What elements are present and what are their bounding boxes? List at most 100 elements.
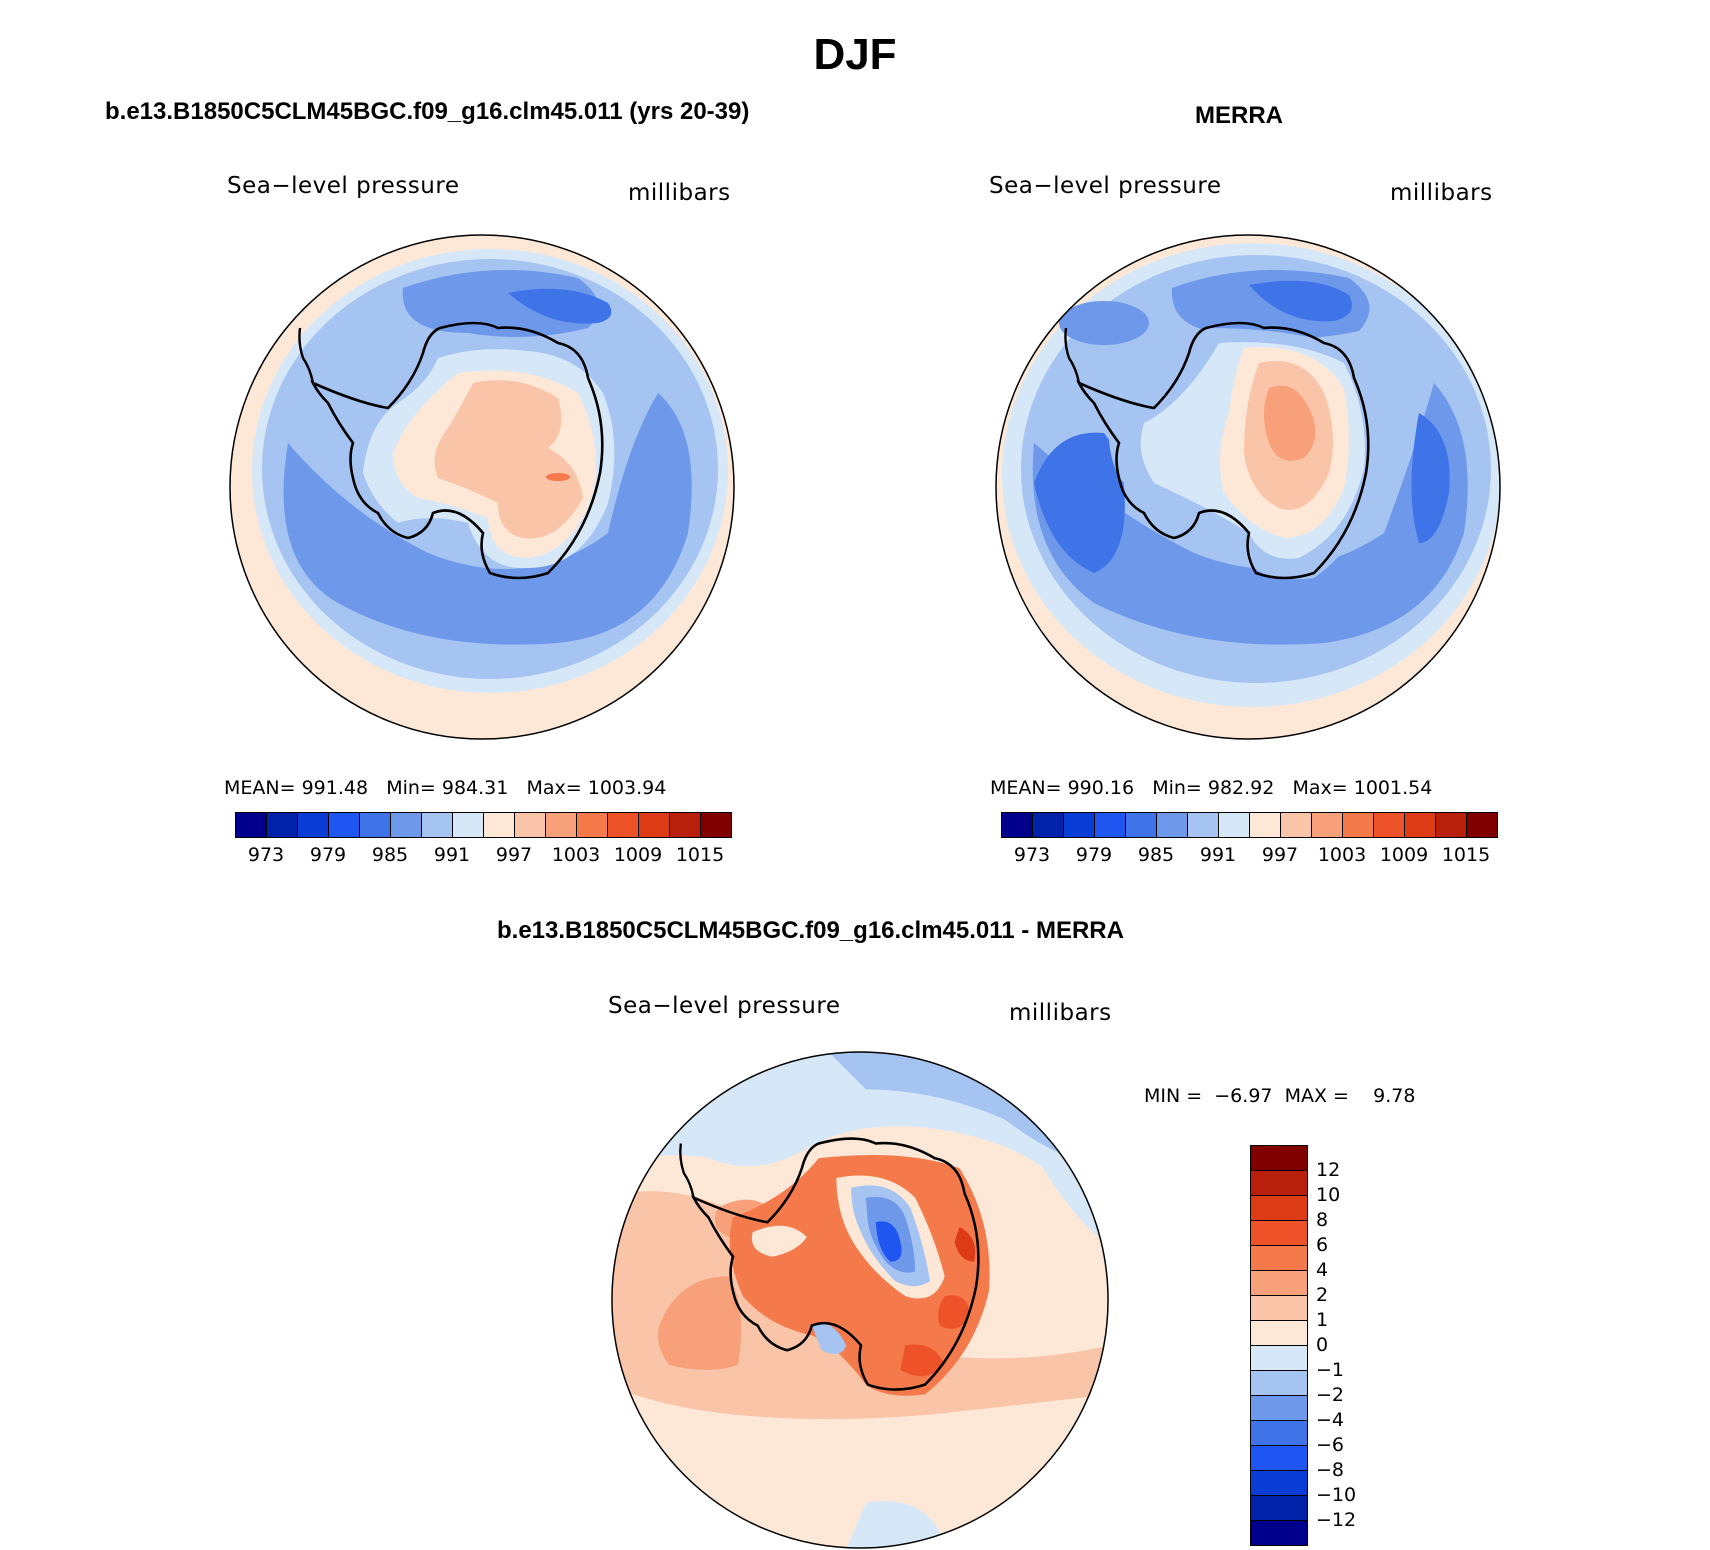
- colorbar-swatches: [1001, 812, 1498, 838]
- colorbar-swatch: [359, 813, 390, 837]
- colorbar-swatch: [1251, 1495, 1307, 1520]
- colorbar-swatch: [1251, 1345, 1307, 1370]
- panel-title-model: b.e13.B1850C5CLM45BGC.f09_g16.clm45.011 …: [105, 98, 750, 125]
- colorbar-tick-label: 1009: [613, 844, 663, 866]
- colorbar-tick-label: 4: [1316, 1259, 1329, 1281]
- colorbar-swatch: [1251, 1245, 1307, 1270]
- colorbar-swatch: [390, 813, 421, 837]
- colorbar-swatch: [1251, 1445, 1307, 1470]
- colorbar-tick-label: 0: [1316, 1334, 1329, 1356]
- stats-model: MEAN= 991.48 Min= 984.31 Max= 1003.94: [224, 777, 666, 799]
- mean-label: MEAN=: [990, 777, 1062, 799]
- colorbar-swatch: [514, 813, 545, 837]
- colorbar-tick-label: −10: [1316, 1484, 1357, 1506]
- mean-label: MEAN=: [224, 777, 296, 799]
- colorbar-swatch: [297, 813, 328, 837]
- min-label: MIN =: [1144, 1085, 1203, 1107]
- colorbar-swatch: [638, 813, 669, 837]
- stats-diff: MIN = −6.97 MAX = 9.78: [1144, 1085, 1415, 1107]
- max-value: 9.78: [1373, 1085, 1416, 1107]
- colorbar-swatch: [1251, 1320, 1307, 1345]
- colorbar-tick-label: 1: [1316, 1309, 1329, 1331]
- colorbar-swatch: [1342, 813, 1373, 837]
- colorbar-tick-label: 991: [1199, 844, 1237, 866]
- colorbar-tick-label: 997: [1261, 844, 1299, 866]
- colorbar-swatches: [235, 812, 732, 838]
- colorbar-tick-label: 1015: [675, 844, 725, 866]
- min-value: 984.31: [441, 777, 509, 799]
- mean-value: 990.16: [1067, 777, 1135, 799]
- colorbar-swatch: [1251, 1395, 1307, 1420]
- colorbar-swatch: [1251, 1170, 1307, 1195]
- colorbar-tick-label: 1003: [1317, 844, 1367, 866]
- mean-value: 991.48: [301, 777, 369, 799]
- colorbar-tick-label: 1015: [1441, 844, 1491, 866]
- colorbar-swatch: [1032, 813, 1063, 837]
- colorbar-tick-label: 979: [1075, 844, 1113, 866]
- colorbar-swatch: [1251, 1295, 1307, 1320]
- colorbar-swatch: [1063, 813, 1094, 837]
- colorbar-swatch: [266, 813, 297, 837]
- colorbar-tick-label: 979: [309, 844, 347, 866]
- stats-merra: MEAN= 990.16 Min= 982.92 Max= 1001.54: [990, 777, 1432, 799]
- min-label: Min=: [1152, 777, 1202, 799]
- max-value: 1003.94: [587, 777, 667, 799]
- min-label: Min=: [386, 777, 436, 799]
- max-label: MAX =: [1284, 1085, 1349, 1107]
- colorbar-swatch: [669, 813, 700, 837]
- units-label-diff: millibars: [1009, 1000, 1112, 1026]
- colorbar-swatch: [1311, 813, 1342, 837]
- colorbar-swatch: [1251, 1470, 1307, 1495]
- map-merra: [995, 234, 1501, 740]
- colorbar-swatch: [236, 813, 266, 837]
- colorbar-swatch: [1156, 813, 1187, 837]
- panel-title-diff: b.e13.B1850C5CLM45BGC.f09_g16.clm45.011 …: [497, 917, 1124, 944]
- colorbar-swatch: [607, 813, 638, 837]
- figure-title: DJF: [813, 30, 897, 79]
- colorbar-swatch: [1251, 1270, 1307, 1295]
- units-label-model: millibars: [628, 180, 731, 206]
- colorbar-swatch: [1251, 1220, 1307, 1245]
- colorbar-swatch: [1251, 1146, 1307, 1170]
- colorbar-tick-label: −6: [1316, 1434, 1345, 1456]
- colorbar-tick-label: 985: [371, 844, 409, 866]
- colorbar-swatch: [328, 813, 359, 837]
- colorbar-tick-label: −8: [1316, 1459, 1345, 1481]
- panel-title-merra: MERRA: [1195, 102, 1283, 129]
- max-value: 1001.54: [1353, 777, 1433, 799]
- colorbar-swatch: [576, 813, 607, 837]
- min-value: 982.92: [1207, 777, 1275, 799]
- colorbar-tick-label: −2: [1316, 1384, 1345, 1406]
- colorbar-swatches: [1250, 1145, 1308, 1546]
- colorbar-tick-label: 1003: [551, 844, 601, 866]
- colorbar-swatch: [545, 813, 576, 837]
- colorbar-swatch: [1466, 813, 1497, 837]
- colorbar-swatch: [1002, 813, 1032, 837]
- colorbar-swatch: [483, 813, 514, 837]
- colorbar-swatch: [1251, 1195, 1307, 1220]
- colorbar-swatch: [1249, 813, 1280, 837]
- colorbar-tick-label: −1: [1316, 1359, 1345, 1381]
- colorbar-tick-label: 2: [1316, 1284, 1329, 1306]
- colorbar-tick-label: 12: [1316, 1159, 1341, 1181]
- colorbar-tick-label: 6: [1316, 1234, 1329, 1256]
- colorbar-swatch: [1094, 813, 1125, 837]
- max-label: Max=: [526, 777, 582, 799]
- colorbar-swatch: [1280, 813, 1311, 837]
- colorbar-tick-label: −4: [1316, 1409, 1345, 1431]
- colorbar-tick-label: 1009: [1379, 844, 1429, 866]
- map-diff: [611, 1051, 1109, 1549]
- colorbar-swatch: [1125, 813, 1156, 837]
- colorbar-tick-label: 973: [247, 844, 285, 866]
- colorbar-tick-label: 991: [433, 844, 471, 866]
- max-label: Max=: [1292, 777, 1348, 799]
- colorbar-swatch: [1218, 813, 1249, 837]
- min-value: −6.97: [1214, 1085, 1273, 1107]
- colorbar-swatch: [1251, 1520, 1307, 1545]
- colorbar-swatch: [1435, 813, 1466, 837]
- colorbar-tick-label: 973: [1013, 844, 1051, 866]
- colorbar-swatch: [421, 813, 452, 837]
- colorbar-swatch: [452, 813, 483, 837]
- field-label-model: Sea−level pressure: [227, 173, 460, 199]
- colorbar-swatch: [700, 813, 731, 837]
